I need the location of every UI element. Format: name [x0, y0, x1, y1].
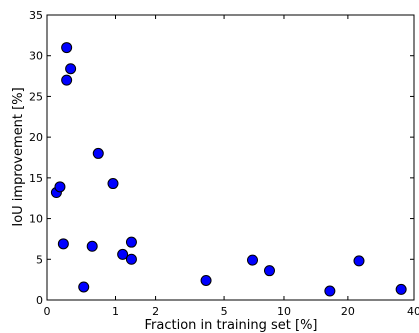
- y-tick-label: 35: [29, 9, 43, 22]
- data-point: [61, 42, 73, 54]
- y-tick-label: 0: [36, 294, 43, 307]
- data-point: [125, 253, 137, 265]
- x-tick-label: 2: [152, 305, 159, 318]
- data-point: [107, 178, 119, 190]
- y-tick-label: 25: [29, 90, 43, 103]
- data-point: [65, 63, 77, 75]
- plot-frame: [46, 14, 415, 301]
- data-point: [395, 283, 407, 295]
- y-axis-label: IoU improvement [%]: [11, 87, 26, 226]
- y-tick-label: 30: [29, 50, 43, 63]
- data-point: [247, 254, 259, 266]
- data-point: [125, 236, 137, 248]
- y-tick-label: 20: [29, 131, 43, 144]
- data-point: [78, 281, 90, 293]
- x-tick-label: 1: [112, 305, 119, 318]
- data-point: [263, 265, 275, 277]
- data-point: [200, 274, 212, 286]
- data-point: [57, 238, 69, 250]
- y-tick-label: 15: [29, 172, 43, 185]
- data-point: [54, 181, 66, 193]
- data-point: [86, 240, 98, 252]
- y-tick-label: 5: [36, 253, 43, 266]
- x-axis-label: Fraction in training set [%]: [145, 318, 318, 333]
- x-tick-label: 20: [341, 305, 355, 318]
- data-point: [324, 285, 336, 297]
- x-tick-label: 10: [277, 305, 291, 318]
- y-tick-label: 10: [29, 213, 43, 226]
- data-point: [117, 248, 129, 260]
- data-point: [92, 147, 104, 159]
- x-tick-label: 40: [407, 305, 419, 318]
- x-tick-label: 0: [44, 305, 51, 318]
- data-point: [353, 255, 365, 267]
- data-point: [61, 74, 73, 86]
- x-tick-label: 5: [221, 305, 228, 318]
